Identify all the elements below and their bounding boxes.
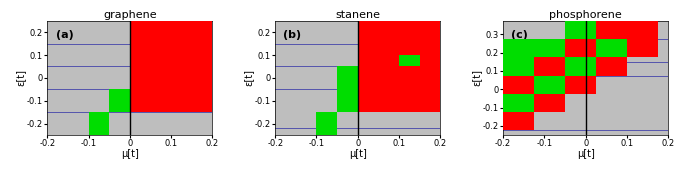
Bar	[412, 21, 440, 32]
Text: (a): (a)	[55, 30, 74, 40]
Bar	[534, 57, 565, 76]
Title: stanene: stanene	[335, 10, 380, 20]
Y-axis label: ε[t]: ε[t]	[244, 69, 254, 86]
Text: (b): (b)	[284, 30, 302, 40]
Y-axis label: ε[t]: ε[t]	[471, 69, 481, 86]
Bar	[627, 21, 658, 39]
Y-axis label: ε[t]: ε[t]	[16, 69, 26, 86]
Bar	[596, 57, 627, 76]
Bar	[358, 44, 379, 66]
Bar	[358, 21, 440, 66]
X-axis label: μ[t]: μ[t]	[576, 149, 595, 160]
Bar	[565, 76, 596, 94]
Bar	[503, 112, 534, 130]
Bar	[596, 39, 627, 57]
Bar	[503, 94, 534, 112]
Bar	[399, 55, 420, 66]
Bar	[109, 89, 130, 112]
Bar	[130, 66, 213, 89]
Bar	[596, 21, 627, 39]
Bar	[534, 94, 565, 112]
Bar	[534, 39, 565, 57]
Bar	[88, 112, 109, 135]
Bar	[337, 66, 358, 112]
X-axis label: μ[t]: μ[t]	[121, 149, 139, 160]
Bar	[379, 21, 440, 66]
X-axis label: μ[t]: μ[t]	[349, 149, 367, 160]
Bar	[130, 44, 151, 66]
Bar	[503, 39, 534, 76]
Bar	[109, 89, 213, 112]
Bar	[503, 76, 534, 94]
Bar	[565, 21, 596, 39]
Text: (c): (c)	[512, 30, 529, 40]
Bar	[317, 112, 337, 135]
Bar	[337, 66, 440, 112]
Bar	[130, 21, 184, 44]
Title: graphene: graphene	[103, 10, 157, 20]
Bar	[130, 21, 213, 44]
Title: phosphorene: phosphorene	[549, 10, 622, 20]
Bar	[565, 57, 596, 76]
Bar	[534, 76, 565, 94]
Bar	[565, 39, 596, 57]
Bar	[627, 39, 658, 57]
Bar	[130, 44, 213, 66]
